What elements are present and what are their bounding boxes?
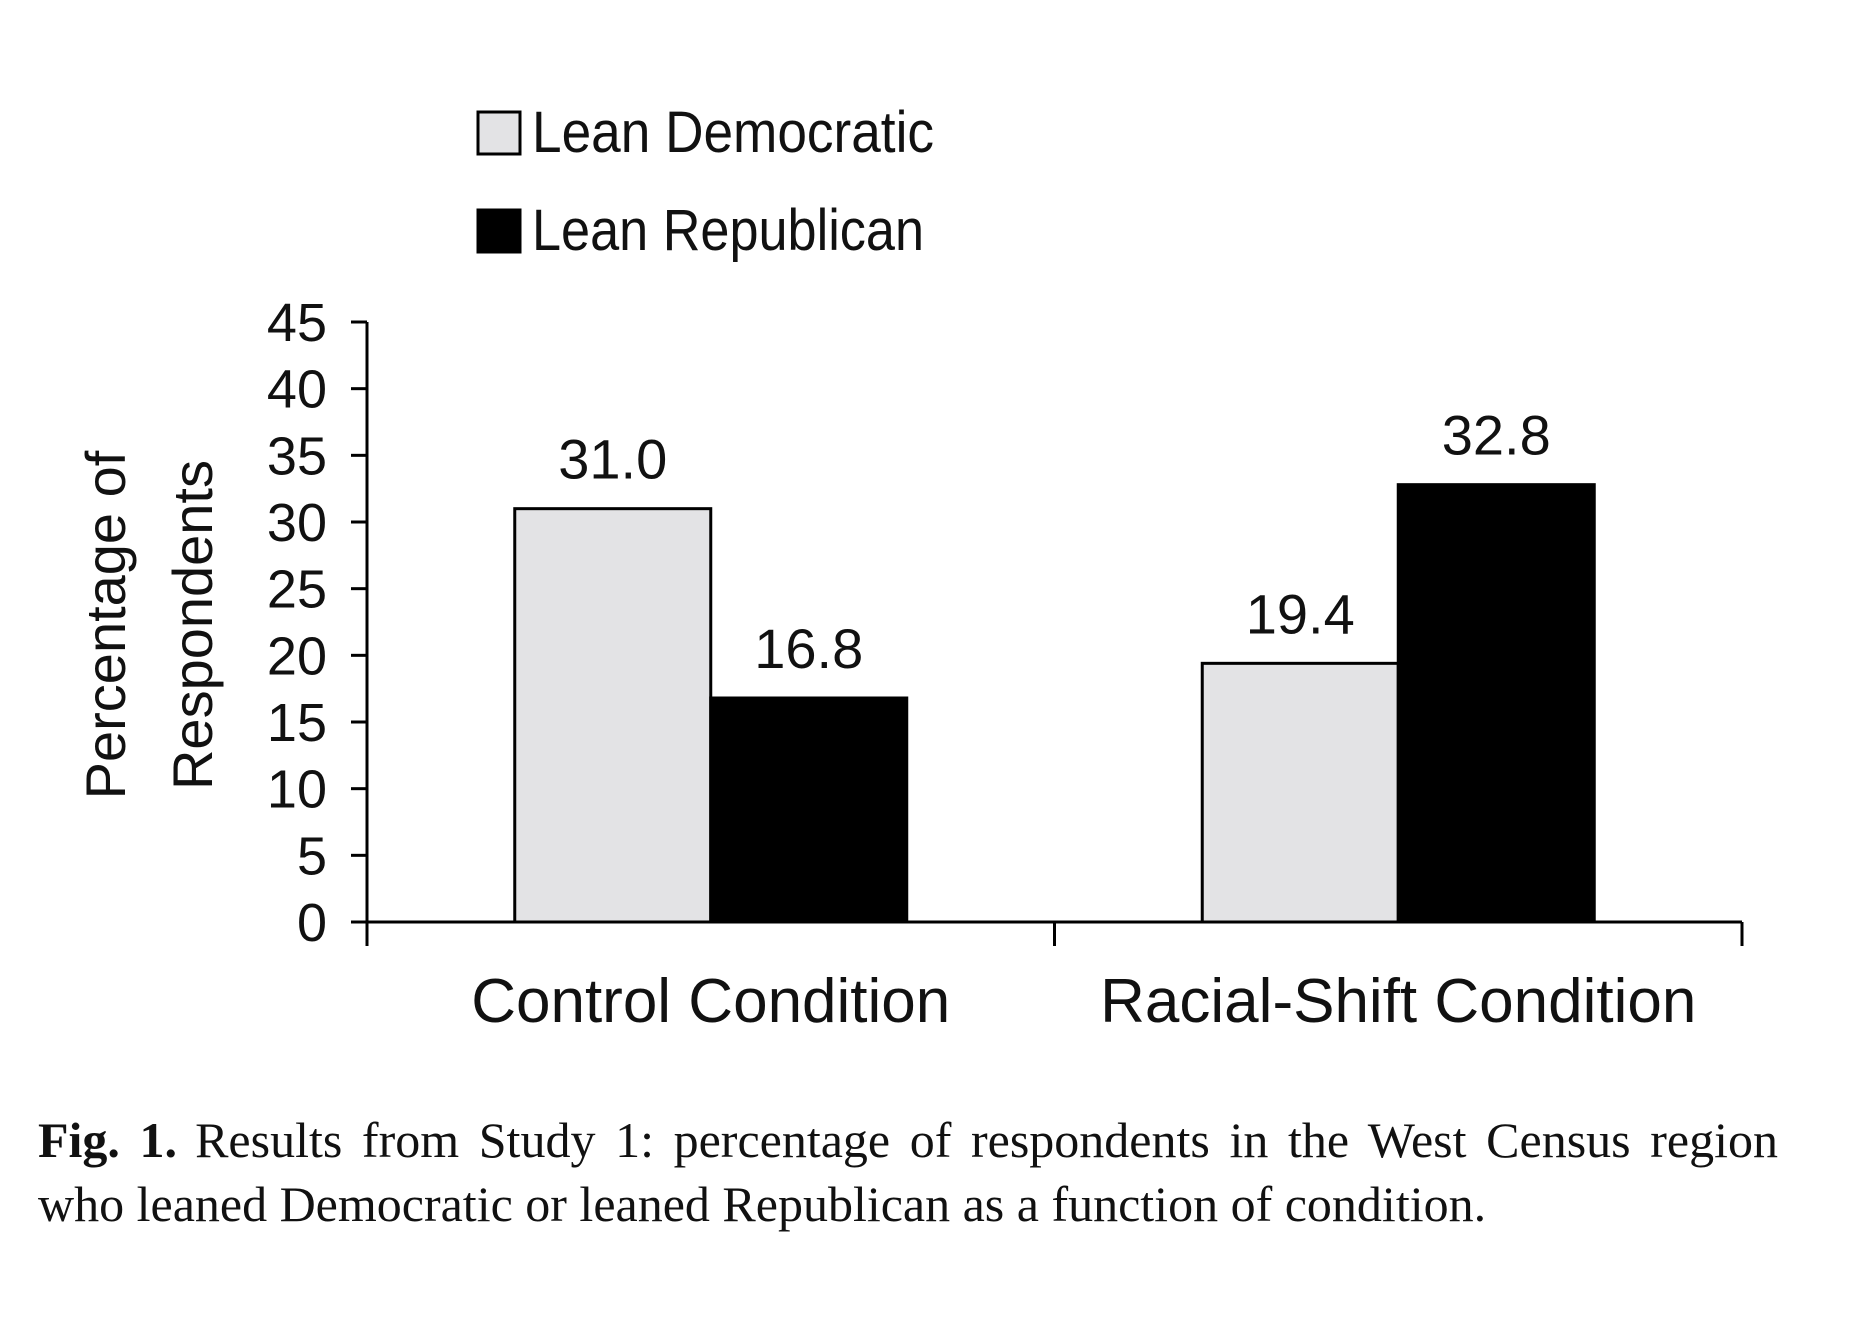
x-category-label: Racial-Shift Condition: [1100, 967, 1696, 1036]
bar: [513, 507, 713, 924]
figure-caption: Fig. 1. Results from Study 1: percentage …: [38, 1108, 1778, 1236]
y-tick-label: 15: [267, 693, 327, 753]
x-axis: Control Condition Racial-Shift Condition: [365, 920, 1744, 1036]
y-axis-title-line: Percentage of: [74, 450, 137, 799]
y-tick-label: 40: [267, 360, 327, 420]
bar: [1396, 483, 1596, 924]
y-axis-title: Percentage of Respondents: [74, 450, 224, 799]
x-category-label: Control Condition: [471, 967, 950, 1036]
y-tick-label: 20: [267, 626, 327, 686]
figure-caption-text: Results from Study 1: percentage of resp…: [38, 1112, 1778, 1232]
y-tick-label: 10: [267, 760, 327, 820]
legend-swatch: [476, 110, 522, 156]
data-label: 31.0: [558, 428, 667, 491]
y-tick-label: 45: [267, 293, 327, 353]
figure-label: Fig. 1.: [38, 1112, 178, 1168]
legend-label: Lean Democratic: [532, 100, 934, 165]
bars: 31.0 16.8 19.4 32.8: [513, 404, 1596, 924]
y-axis-title-line: Respondents: [161, 460, 224, 790]
y-tick-label: 35: [267, 426, 327, 486]
y-tick-label: 0: [297, 893, 327, 953]
bar: [1200, 661, 1400, 924]
legend-swatch: [476, 208, 522, 254]
y-tick-label: 25: [267, 560, 327, 620]
legend-label: Lean Republican: [532, 198, 924, 263]
y-tick-label: 5: [297, 826, 327, 886]
data-label: 19.4: [1246, 582, 1355, 645]
legend: Lean Democratic Lean Republican: [476, 100, 934, 263]
data-label: 32.8: [1442, 404, 1551, 467]
bar-chart: Lean Democratic Lean Republican Percentag…: [74, 100, 1744, 1036]
y-tick-label: 30: [267, 493, 327, 553]
bar: [709, 696, 909, 924]
data-label: 16.8: [754, 617, 863, 680]
